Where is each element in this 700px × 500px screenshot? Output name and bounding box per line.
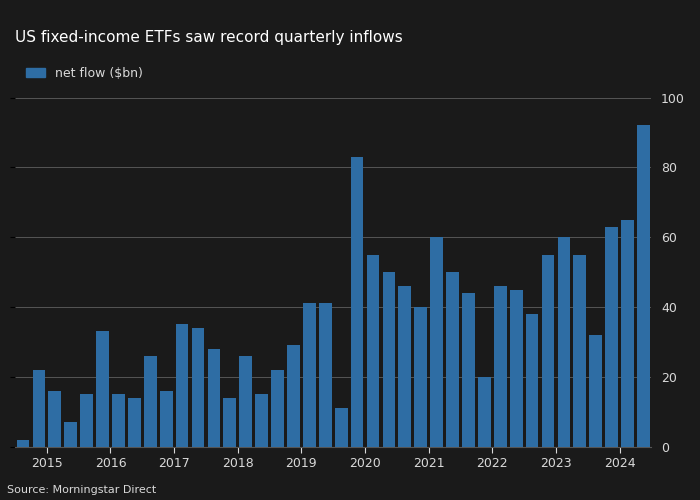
Bar — [271, 370, 284, 446]
Bar — [80, 394, 93, 446]
Text: Source: Morningstar Direct: Source: Morningstar Direct — [7, 485, 156, 495]
Bar — [621, 220, 634, 446]
Bar — [223, 398, 236, 446]
Bar — [494, 286, 507, 446]
Bar — [17, 440, 29, 446]
Bar — [637, 126, 650, 446]
Bar — [303, 304, 316, 446]
Bar — [589, 335, 602, 446]
Bar — [382, 272, 396, 446]
Legend: net flow ($bn): net flow ($bn) — [21, 62, 148, 85]
Bar — [414, 307, 427, 446]
Bar — [351, 157, 363, 446]
Bar — [319, 304, 332, 446]
Bar — [446, 272, 459, 446]
Bar — [96, 332, 109, 446]
Bar — [606, 226, 618, 446]
Bar — [335, 408, 347, 447]
Bar — [478, 377, 491, 446]
Bar — [207, 349, 220, 446]
Bar — [526, 314, 538, 446]
Bar — [32, 370, 46, 446]
Bar — [176, 324, 188, 446]
Bar — [430, 237, 443, 446]
Bar — [160, 390, 172, 446]
Bar — [256, 394, 268, 446]
Bar — [542, 254, 554, 446]
Bar — [510, 290, 522, 446]
Bar — [48, 390, 61, 446]
Bar — [287, 346, 300, 446]
Bar — [64, 422, 77, 446]
Bar — [239, 356, 252, 446]
Bar — [144, 356, 157, 446]
Bar — [192, 328, 204, 446]
Text: US fixed-income ETFs saw record quarterly inflows: US fixed-income ETFs saw record quarterl… — [15, 30, 402, 45]
Bar — [398, 286, 411, 446]
Bar — [112, 394, 125, 446]
Bar — [128, 398, 141, 446]
Bar — [557, 237, 570, 446]
Bar — [573, 254, 586, 446]
Bar — [367, 254, 379, 446]
Bar — [462, 293, 475, 446]
